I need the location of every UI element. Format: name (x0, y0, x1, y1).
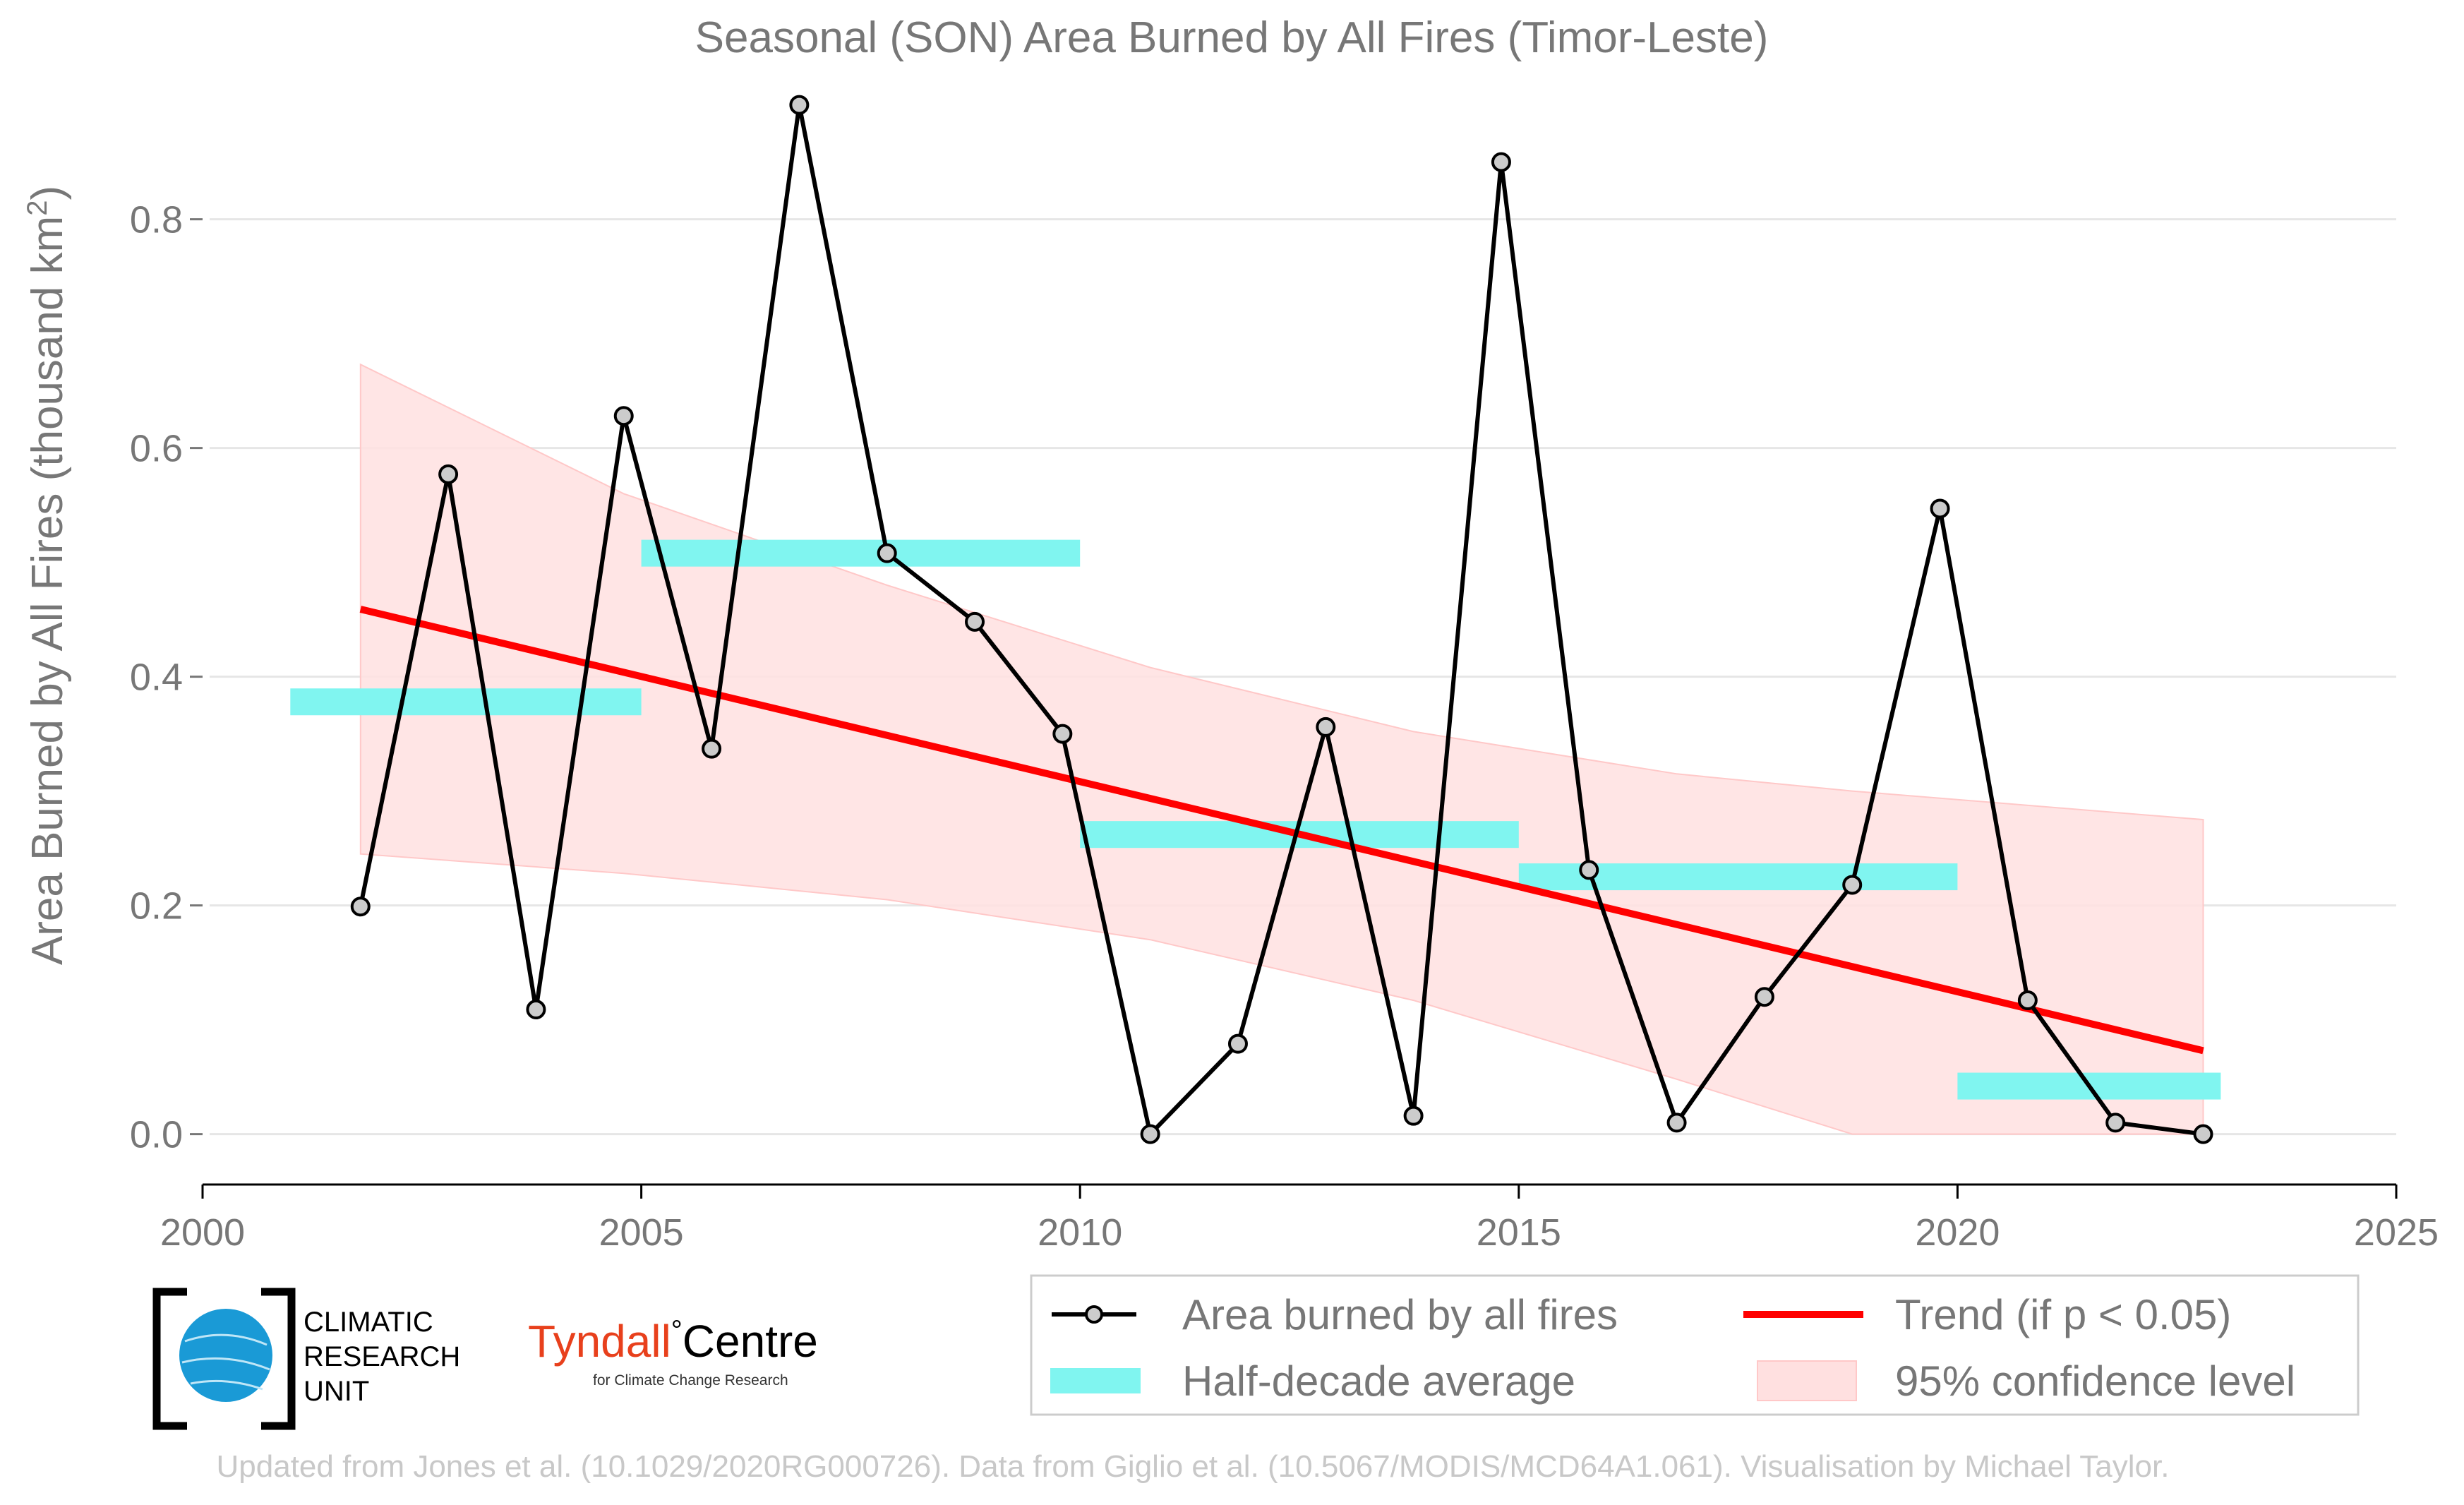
x-axis: 2000 2005 2010 2015 2020 2025 (160, 1183, 2439, 1254)
tyndall-logo-subtitle: for Climate Change Research (593, 1372, 788, 1389)
tyndall-logo-degree: ° (671, 1315, 683, 1346)
y-tick-label: 0.6 (130, 428, 183, 470)
confidence-band (359, 363, 2204, 1135)
area-burned-point (1140, 1124, 1160, 1144)
area-burned-point (1754, 987, 1774, 1007)
legend-label-half-decade: Half-decade average (1182, 1357, 1575, 1405)
cru-logo-line1: CLIMATIC (304, 1307, 433, 1338)
cru-logo-line3: UNIT (304, 1376, 369, 1407)
area-burned-line (358, 102, 2204, 1137)
trend-layer (359, 606, 2204, 1055)
area-burned-point (1579, 860, 1599, 880)
x-tick-label: 2005 (599, 1211, 684, 1254)
area-burned-point (350, 897, 371, 917)
area-burned-point (1052, 724, 1073, 744)
x-tick-label: 2010 (1038, 1211, 1122, 1254)
tyndall-logo-text: Tyndall°Centre (528, 1315, 818, 1367)
y-tick-label: 0.4 (130, 656, 183, 699)
area-burned-point (1403, 1105, 1424, 1126)
legend-label-confidence: 95% confidence level (1895, 1357, 2295, 1405)
cru-logo-right-bracket (261, 1288, 296, 1430)
cru-logo: CLIMATIC RESEARCH UNIT (152, 1288, 460, 1430)
area-burned-point (1666, 1113, 1687, 1133)
cru-globe-lines-icon (181, 1333, 270, 1391)
chart-title: Seasonal (SON) Area Burned by All Fires … (695, 13, 1769, 62)
legend-swatch-confidence (1757, 1360, 1857, 1401)
y-axis-label-superscript: 2 (22, 200, 53, 216)
cru-logo-line2: RESEARCH (304, 1341, 460, 1372)
area-burned-point (613, 406, 634, 426)
x-tick-label: 2015 (1477, 1211, 1561, 1254)
area-burned-point (1842, 875, 1863, 895)
cru-logo-left-bracket (152, 1288, 187, 1430)
area-burned-point (2105, 1113, 2126, 1133)
y-axis-label: Area Burned by All Fires (thousand km2) (22, 186, 72, 965)
area-burned-point (877, 543, 897, 563)
area-burned-point (1491, 152, 1511, 172)
area-burned-point (965, 611, 985, 632)
area-burned-point (438, 464, 459, 484)
x-tick-label: 2020 (1915, 1211, 2000, 1254)
area-burned-point (2193, 1124, 2213, 1144)
half-decade-bar (641, 539, 1081, 567)
y-axis-label-close: ) (23, 186, 72, 200)
x-tick-label: 2000 (160, 1211, 245, 1254)
x-tick-label: 2025 (2354, 1211, 2439, 1254)
confidence-band-layer (359, 363, 2204, 1135)
tyndall-logo-centre: Centre (683, 1316, 818, 1367)
legend-label-trend: Trend (if p < 0.05) (1895, 1291, 2231, 1338)
legend-marker-area-burned (1085, 1305, 1103, 1324)
y-tick-label: 0.2 (130, 885, 183, 928)
legend-frame (1030, 1274, 2360, 1416)
area-burned-point (1930, 498, 1950, 519)
area-burned-point (1316, 716, 1336, 737)
footer-credit: Updated from Jones et al. (10.1029/2020R… (217, 1449, 2170, 1484)
half-decade-bar (290, 688, 642, 716)
tyndall-logo-name: Tyndall (528, 1316, 671, 1367)
area-burned-layer (350, 95, 2213, 1144)
area-burned-point (2017, 990, 2038, 1011)
legend-label-area-burned: Area burned by all fires (1182, 1291, 1618, 1338)
area-burned-point (1227, 1033, 1248, 1054)
legend: Area burned by all fires Trend (if p < 0… (1030, 1274, 2360, 1416)
y-tick-label: 0.0 (130, 1114, 183, 1156)
y-axis-label-text: Area Burned by All Fires (thousand km (23, 216, 72, 965)
area-burned-point (702, 738, 722, 759)
cru-globe-icon (179, 1309, 272, 1402)
y-tick-label: 0.8 (130, 199, 183, 241)
y-axis-ticks: 0.0 0.2 0.4 0.6 0.8 (130, 199, 203, 1156)
legend-swatch-half-decade (1050, 1368, 1141, 1393)
trend-line (359, 606, 2204, 1055)
area-burned-point (789, 95, 810, 115)
tyndall-logo: Tyndall°Centre for Climate Change Resear… (528, 1315, 818, 1389)
area-burned-point (526, 1000, 546, 1020)
